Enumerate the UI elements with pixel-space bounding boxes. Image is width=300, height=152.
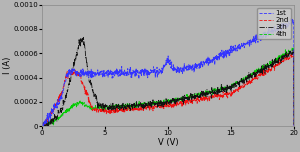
4th — [290, 46, 294, 48]
4th — [40, 123, 44, 125]
3th — [40, 125, 44, 127]
3th — [142, 104, 146, 106]
X-axis label: V (V): V (V) — [158, 138, 178, 147]
3th — [152, 103, 155, 105]
Line: 2nd: 2nd — [42, 51, 294, 126]
Legend: 1st, 2nd, 3th, 4th: 1st, 2nd, 3th, 4th — [257, 8, 290, 39]
1st — [289, 17, 292, 19]
1st — [40, 122, 44, 123]
2nd — [292, 125, 296, 127]
2nd — [142, 105, 146, 106]
2nd — [291, 50, 295, 52]
4th — [152, 103, 155, 105]
1st — [292, 125, 296, 127]
Line: 3th: 3th — [42, 37, 294, 126]
Y-axis label: I (A): I (A) — [3, 57, 12, 74]
4th — [41, 125, 45, 127]
4th — [66, 108, 70, 110]
Line: 4th: 4th — [42, 47, 294, 126]
2nd — [66, 78, 70, 79]
2nd — [214, 97, 217, 98]
3th — [214, 92, 217, 94]
3th — [292, 125, 296, 127]
3th — [66, 89, 70, 91]
3th — [82, 36, 85, 38]
4th — [292, 124, 296, 126]
3th — [237, 82, 241, 84]
1st — [66, 76, 70, 78]
1st — [214, 56, 217, 57]
1st — [242, 45, 245, 47]
2nd — [40, 124, 44, 126]
Line: 1st: 1st — [42, 18, 294, 126]
1st — [237, 46, 241, 48]
4th — [214, 88, 217, 90]
2nd — [237, 87, 241, 89]
4th — [237, 82, 241, 83]
4th — [242, 80, 245, 81]
2nd — [242, 86, 245, 88]
1st — [142, 74, 146, 76]
4th — [142, 102, 146, 104]
2nd — [152, 108, 155, 110]
3th — [242, 81, 245, 83]
1st — [152, 69, 155, 71]
1st — [40, 125, 44, 127]
2nd — [40, 125, 44, 127]
